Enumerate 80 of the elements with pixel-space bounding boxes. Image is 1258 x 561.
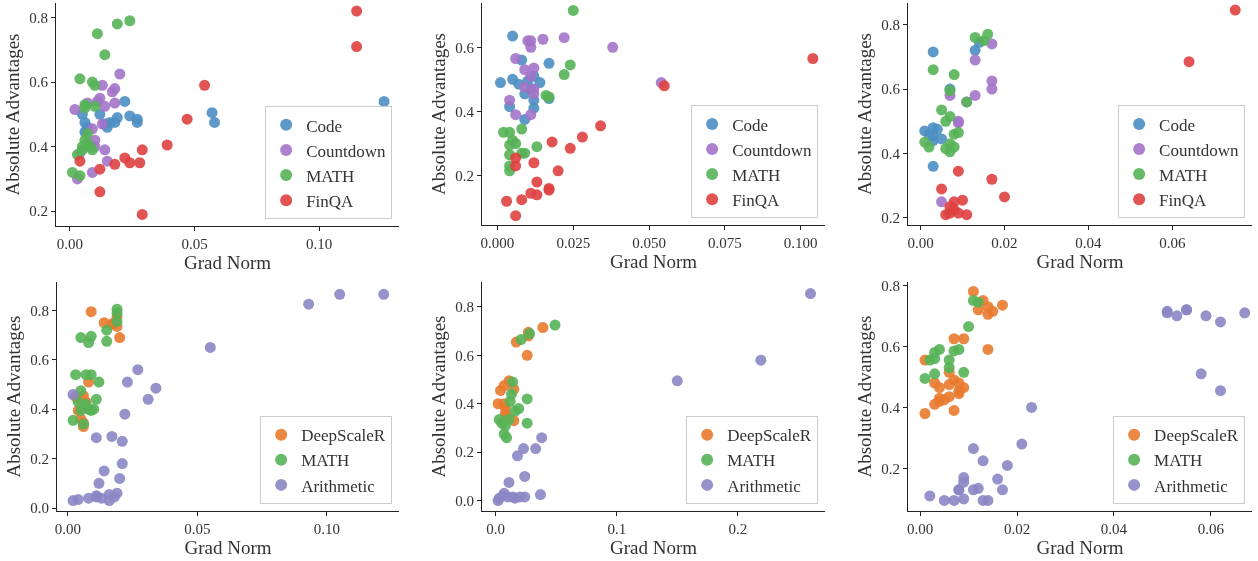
legend-label: Code — [732, 115, 769, 135]
y-tick-label: 0.2 — [30, 450, 49, 467]
x-axis-title: Grad Norm — [1036, 537, 1124, 559]
y-tick-label: 0.6 — [881, 338, 901, 355]
legend-label: MATH — [1159, 165, 1208, 185]
y-tick-label: 0.2 — [455, 167, 474, 184]
x-tick-label: 0.05 — [184, 521, 211, 538]
y-tick-label: 0.8 — [881, 16, 900, 33]
y-tick-label: 0.6 — [881, 81, 901, 98]
x-axis-title: Grad Norm — [609, 537, 698, 559]
x-axis-title: Grad Norm — [609, 251, 698, 273]
y-tick-label: 0.4 — [29, 138, 49, 155]
legend-label: MATH — [306, 166, 355, 186]
x-axis-title: Grad Norm — [1036, 251, 1124, 273]
y-tick-label: 0.0 — [455, 492, 474, 509]
x-tick-label: 0.10 — [313, 521, 340, 538]
legend-label: MATH — [732, 165, 781, 185]
y-tick-label: 0.6 — [30, 352, 50, 369]
legend-label: Arithmetic — [301, 476, 376, 496]
y-tick-label: 0.6 — [455, 39, 475, 56]
legend-label: Arithmetic — [727, 476, 802, 496]
y-tick-label: 0.4 — [455, 396, 475, 413]
x-tick-label: 0.00 — [907, 235, 934, 252]
y-tick-label: 0.2 — [455, 444, 474, 461]
x-tick-label: 0.00 — [56, 236, 84, 253]
x-tick-label: 0.075 — [708, 235, 742, 252]
legend-label: DeepScaleR — [727, 426, 812, 446]
y-tick-label: 0.6 — [455, 347, 475, 364]
legend-label: Countdown — [1159, 140, 1239, 160]
y-tick-label: 0.2 — [29, 203, 48, 220]
x-tick-label: 0.06 — [1159, 235, 1186, 252]
y-axis-title: Absolute Advantages — [854, 315, 875, 478]
x-tick-label: 0.04 — [1075, 235, 1103, 252]
x-tick-label: 0.06 — [1197, 521, 1225, 538]
legend-label: DeepScaleR — [1154, 426, 1239, 446]
legend-label: Code — [1159, 115, 1196, 135]
x-tick-label: 0.000 — [480, 235, 515, 252]
x-tick-label: 0.050 — [632, 235, 666, 252]
y-tick-label: 0.4 — [455, 103, 475, 120]
x-tick-label: 0.100 — [783, 235, 818, 252]
y-axis-title: Absolute Advantages — [428, 315, 449, 478]
legend-label: Countdown — [306, 141, 386, 161]
x-tick-label: 0.00 — [54, 521, 81, 538]
legend-label: MATH — [727, 451, 776, 471]
y-tick-label: 0.4 — [881, 399, 901, 416]
x-tick-label: 0.1 — [607, 521, 627, 538]
x-tick-label: 0.2 — [728, 521, 748, 538]
x-tick-label: 0.10 — [306, 236, 333, 253]
y-tick-label: 0.4 — [881, 145, 901, 162]
y-tick-label: 0.0 — [30, 500, 49, 517]
legend-label: FinQA — [306, 191, 355, 211]
legend-label: MATH — [301, 451, 350, 471]
y-axis-title: Absolute Advantages — [428, 32, 449, 196]
y-tick-label: 0.8 — [881, 277, 900, 294]
y-tick-label: 0.8 — [455, 299, 474, 316]
x-tick-label: 0.04 — [1100, 521, 1128, 538]
y-axis-title: Absolute Advantages — [2, 33, 23, 196]
legend-label: DeepScaleR — [301, 426, 386, 446]
y-axis-title: Absolute Advantages — [3, 315, 24, 478]
x-tick-label: 0.02 — [991, 235, 1018, 252]
y-tick-label: 0.8 — [30, 302, 49, 319]
legend-label: Code — [306, 116, 343, 136]
x-tick-label: 0.0 — [486, 521, 506, 538]
x-axis-title: Grad Norm — [184, 537, 272, 559]
x-tick-label: 0.02 — [1003, 521, 1031, 538]
y-tick-label: 0.8 — [29, 9, 48, 26]
y-axis-title: Absolute Advantages — [854, 32, 875, 196]
y-tick-label: 0.2 — [881, 210, 900, 227]
legend-label: MATH — [1154, 451, 1203, 471]
x-tick-label: 0.00 — [906, 521, 934, 538]
legend-label: Arithmetic — [1154, 476, 1229, 496]
x-tick-label: 0.05 — [181, 236, 208, 253]
x-tick-label: 0.025 — [556, 235, 591, 252]
x-axis-title: Grad Norm — [183, 252, 272, 274]
legend-label: Countdown — [732, 140, 812, 160]
y-tick-label: 0.4 — [30, 401, 50, 418]
legend-label: FinQA — [1159, 190, 1208, 210]
y-tick-label: 0.2 — [881, 460, 900, 477]
y-tick-label: 0.6 — [29, 74, 49, 91]
legend-label: FinQA — [732, 190, 781, 210]
